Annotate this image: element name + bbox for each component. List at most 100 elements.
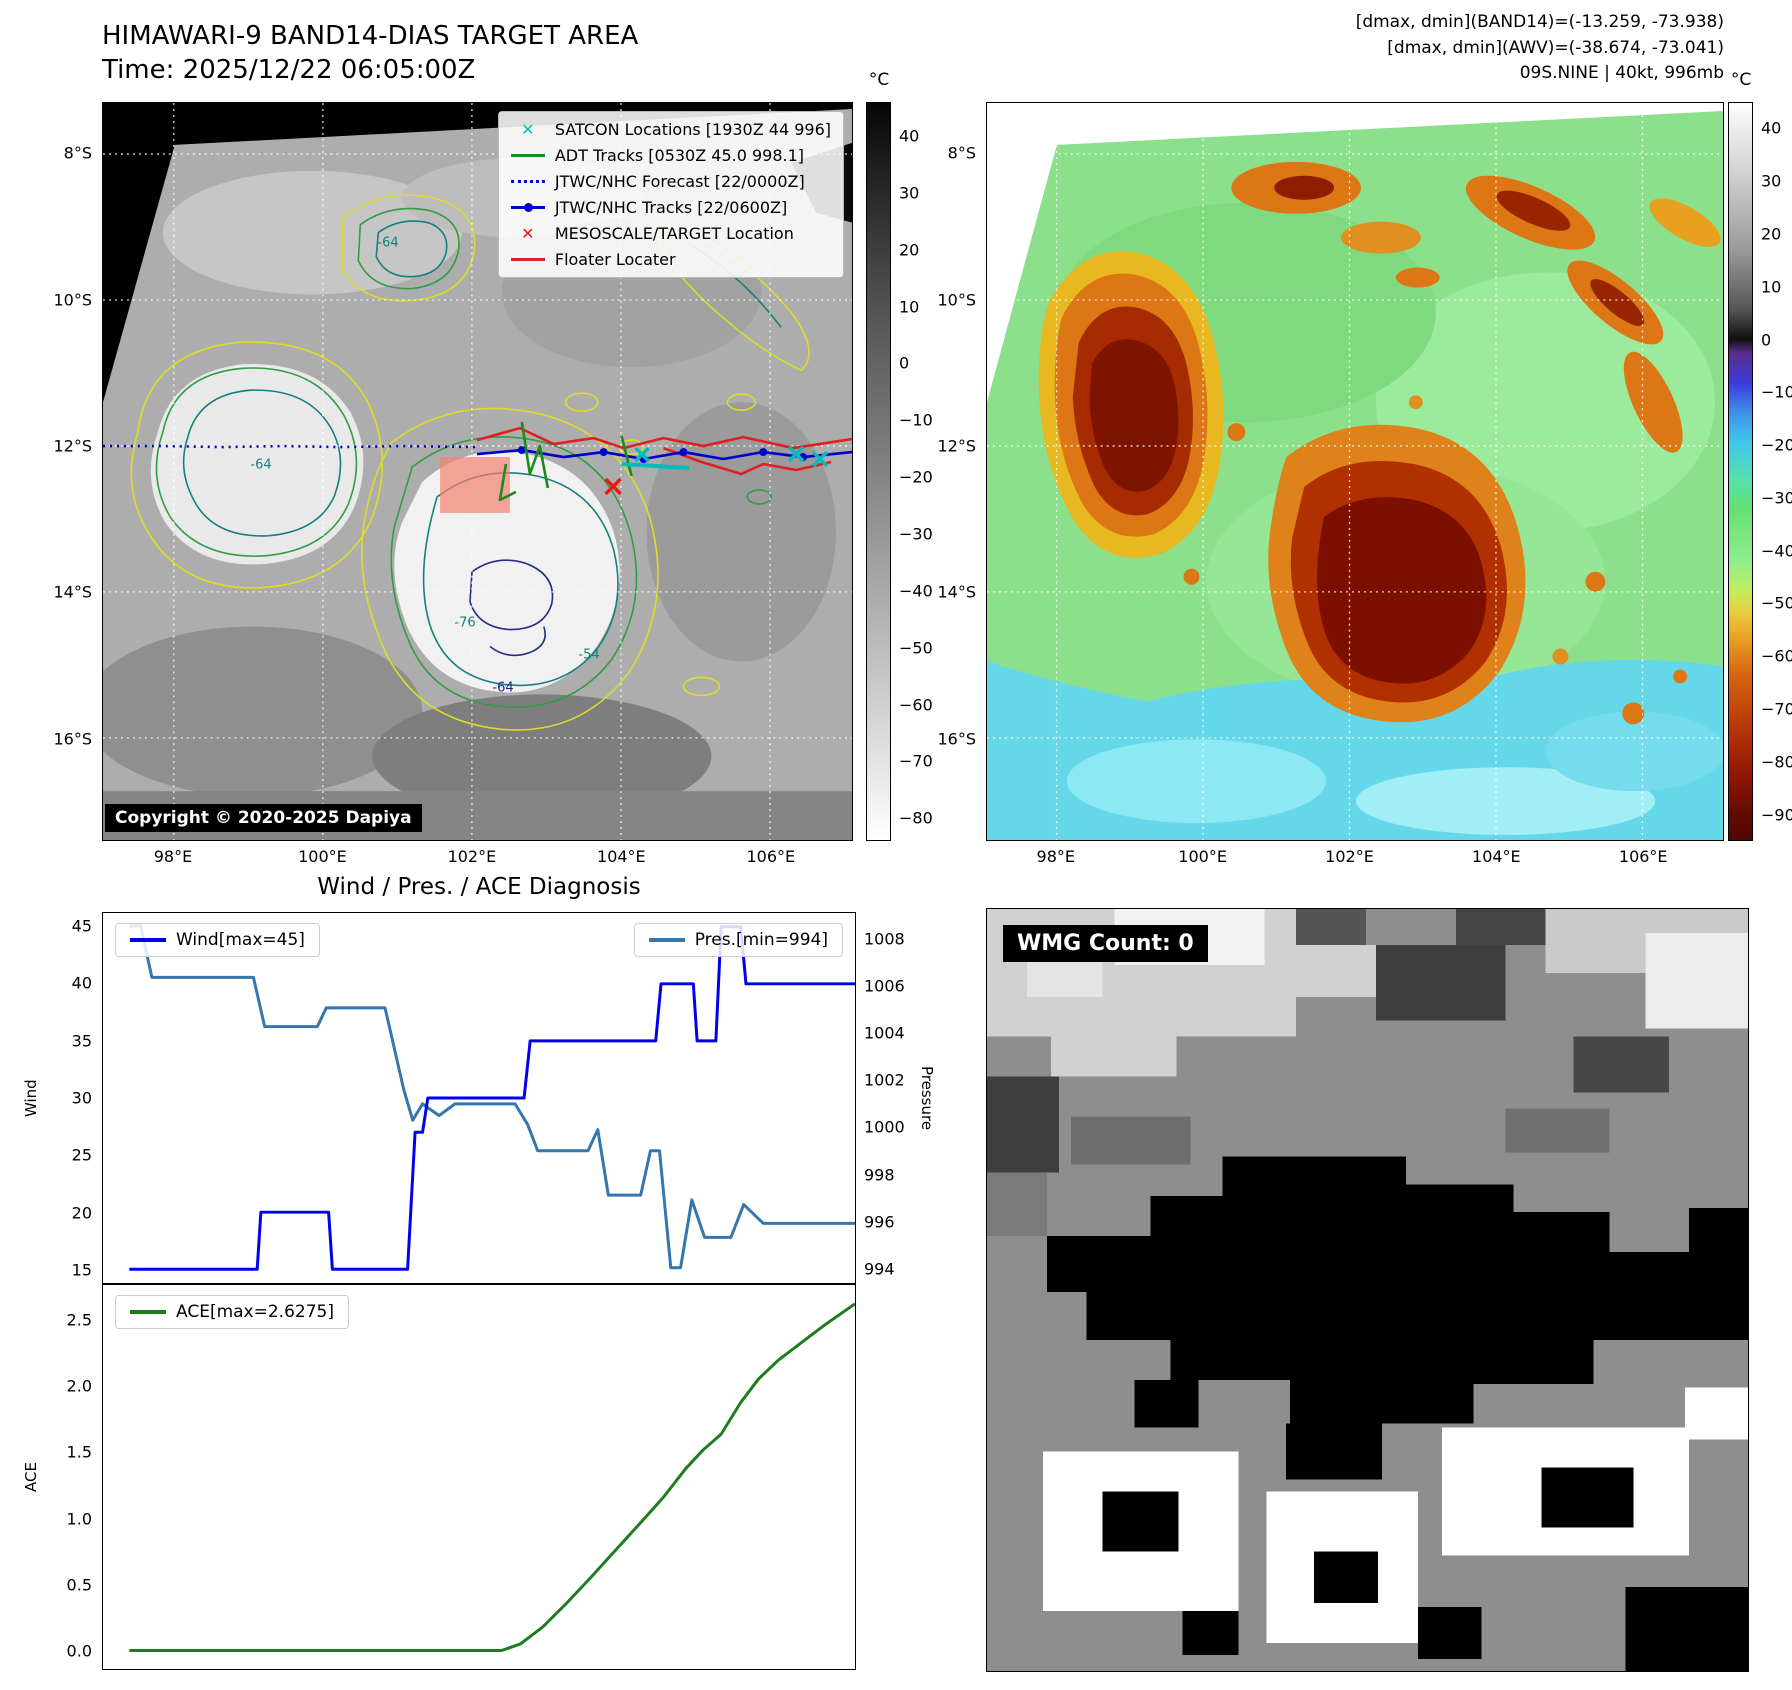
awv-header-block: [dmax, dmin](BAND14)=(-13.259, -73.938) … bbox=[1356, 10, 1724, 87]
tick-label: 35 bbox=[71, 1031, 92, 1051]
tick-label: 14°S bbox=[53, 582, 92, 602]
tick-label: 98°E bbox=[153, 847, 193, 866]
satcon-segment bbox=[621, 462, 690, 471]
tick-label: 30 bbox=[899, 183, 920, 203]
wind-pressure-chart: Wind[max=45] Pres.[min=994] bbox=[102, 912, 856, 1284]
contour-label: -54 bbox=[578, 647, 600, 663]
dmax-band14-line: [dmax, dmin](BAND14)=(-13.259, -73.938) bbox=[1355, 12, 1724, 32]
tick-label: −60 bbox=[1761, 646, 1792, 666]
wmg-panel: WMG Count: 0 bbox=[986, 908, 1749, 1672]
tick-label: 45 bbox=[71, 916, 92, 936]
tick-label: 1002 bbox=[864, 1070, 905, 1090]
ace-line-icon bbox=[130, 1310, 166, 1314]
awv-lat-axis: 8°S 10°S 12°S 14°S 16°S bbox=[928, 102, 980, 841]
wmg-count-badge: WMG Count: 0 bbox=[1003, 925, 1208, 962]
awv-map-panel bbox=[986, 102, 1724, 841]
tick-label: 0 bbox=[899, 353, 910, 373]
tick-label: 998 bbox=[864, 1165, 895, 1185]
adt-track bbox=[520, 421, 550, 489]
tick-label: 12°S bbox=[937, 436, 976, 456]
tick-label: 10°S bbox=[937, 290, 976, 310]
band14-time: Time: 2025/12/22 06:05:00Z bbox=[102, 54, 476, 85]
band14-map-panel: ✕ SATCON Locations [1930Z 44 996] ADT Tra… bbox=[102, 102, 853, 841]
tick-label: −30 bbox=[1761, 488, 1792, 508]
tick-label: 104°E bbox=[1472, 847, 1521, 866]
tick-label: 994 bbox=[864, 1259, 895, 1279]
pressure-line-icon bbox=[648, 938, 685, 942]
tick-label: 40 bbox=[899, 126, 920, 146]
tick-label: 106°E bbox=[746, 847, 796, 866]
tick-label: 0.0 bbox=[66, 1641, 92, 1661]
tick-label: 102°E bbox=[1325, 847, 1374, 866]
tick-label: 10°S bbox=[53, 290, 92, 310]
tick-label: −70 bbox=[1761, 699, 1792, 719]
tick-label: 25 bbox=[71, 1145, 92, 1165]
ace-legend: ACE[max=2.6275] bbox=[115, 1295, 349, 1329]
tick-label: −40 bbox=[899, 581, 933, 601]
mesoscale-x-marker bbox=[604, 477, 622, 496]
tick-label: 16°S bbox=[937, 729, 976, 749]
storm-info-line: 09S.NINE | 40kt, 996mb bbox=[1519, 63, 1724, 83]
tick-label: 104°E bbox=[597, 847, 646, 866]
band14-lon-axis: 98°E 100°E 102°E 104°E 106°E bbox=[102, 844, 853, 872]
tick-label: −70 bbox=[899, 751, 933, 771]
wmg-black-mask bbox=[1046, 1156, 1748, 1424]
dmax-awv-line: [dmax, dmin](AWV)=(-38.674, -73.041) bbox=[1387, 37, 1724, 58]
adt-track-2 bbox=[620, 435, 633, 477]
tick-label: 40 bbox=[71, 973, 92, 993]
tick-label: 996 bbox=[864, 1212, 895, 1232]
satcon-x-marker bbox=[634, 446, 650, 463]
tick-label: 100°E bbox=[1178, 847, 1227, 866]
tick-label: 1004 bbox=[864, 1023, 905, 1043]
ace-plot bbox=[129, 1302, 855, 1652]
satcon-x-marker bbox=[811, 450, 829, 468]
wind-legend: Wind[max=45] bbox=[115, 923, 320, 957]
contour-label: -76 bbox=[454, 615, 476, 631]
tick-label: 0.5 bbox=[66, 1575, 92, 1595]
pressure-y-axis: 994 996 998 1000 1002 1004 1006 1008 bbox=[860, 912, 912, 1284]
forecast-dotted-line-icon bbox=[510, 180, 545, 183]
band14-title-block: HIMAWARI-9 BAND14-DIAS TARGET AREA Time:… bbox=[102, 20, 638, 88]
tick-label: 1.0 bbox=[66, 1509, 92, 1529]
wind-pressure-plot bbox=[129, 924, 855, 1271]
legend-label: Floater Locater bbox=[554, 250, 676, 269]
legend-item-forecast: JTWC/NHC Forecast [22/0000Z] bbox=[510, 172, 831, 191]
tick-label: 30 bbox=[1761, 171, 1782, 191]
jtwc-track-points bbox=[517, 446, 808, 464]
pressure-legend-label: Pres.[min=994] bbox=[694, 930, 828, 950]
adt-line-icon bbox=[510, 154, 545, 157]
tick-label: −60 bbox=[899, 695, 933, 715]
awv-colorbar-ticks: 40 30 20 10 0 −10 −20 −30 −40 −50 −60 −70 −80 −90 bbox=[1757, 102, 1792, 841]
awv-colorbar-unit: °C bbox=[1730, 70, 1752, 90]
legend-item-mesoscale: ✕ MESOSCALE/TARGET Location bbox=[511, 224, 831, 243]
contour-label: -64 bbox=[250, 457, 272, 473]
legend-label: JTWC/NHC Forecast [22/0000Z] bbox=[554, 172, 805, 191]
mesoscale-x-icon: ✕ bbox=[521, 223, 535, 243]
copyright-badge: Copyright © 2020-2025 Dapiya bbox=[105, 804, 422, 832]
awv-satellite-image bbox=[987, 103, 1723, 840]
legend-label: JTWC/NHC Tracks [22/0600Z] bbox=[554, 198, 788, 217]
legend-item-satcon: ✕ SATCON Locations [1930Z 44 996] bbox=[511, 120, 831, 139]
tick-label: 2.5 bbox=[66, 1310, 92, 1330]
wind-legend-label: Wind[max=45] bbox=[176, 930, 305, 950]
tick-label: 12°S bbox=[53, 436, 92, 456]
tick-label: −50 bbox=[899, 638, 933, 658]
ace-legend-label: ACE[max=2.6275] bbox=[176, 1302, 334, 1322]
tick-label: 14°S bbox=[937, 582, 976, 602]
tick-label: 1000 bbox=[864, 1117, 905, 1137]
legend-label: ADT Tracks [0530Z 45.0 998.1] bbox=[554, 146, 805, 165]
tick-label: −50 bbox=[1761, 593, 1792, 613]
tick-label: 1008 bbox=[864, 929, 905, 949]
tick-label: 102°E bbox=[447, 847, 497, 866]
tick-label: −40 bbox=[1761, 541, 1792, 561]
tick-label: 30 bbox=[71, 1088, 92, 1108]
legend-item-tracks: JTWC/NHC Tracks [22/0600Z] bbox=[510, 198, 831, 217]
tick-label: 10 bbox=[899, 297, 920, 317]
tick-label: 10 bbox=[1761, 277, 1782, 297]
tick-label: 40 bbox=[1761, 118, 1782, 138]
tick-label: 100°E bbox=[298, 847, 347, 866]
tick-label: 98°E bbox=[1036, 847, 1075, 866]
tick-label: 8°S bbox=[63, 143, 92, 163]
band14-colorbar-ticks: 40 30 20 10 0 −10 −20 −30 −40 −50 −60 −70 −80 bbox=[895, 102, 943, 841]
tick-label: 20 bbox=[899, 240, 920, 260]
